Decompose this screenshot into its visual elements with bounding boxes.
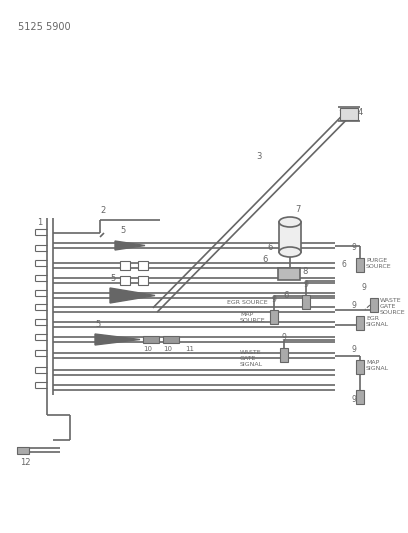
Bar <box>356 316 364 330</box>
Text: 9: 9 <box>351 395 356 404</box>
Text: 9: 9 <box>303 280 308 289</box>
Bar <box>280 348 288 362</box>
Polygon shape <box>115 241 145 250</box>
Text: MAP
SOURCE: MAP SOURCE <box>240 312 266 323</box>
Text: 2: 2 <box>100 206 105 215</box>
Bar <box>120 276 130 285</box>
Text: WASTE
GATE
SOURCE: WASTE GATE SOURCE <box>380 298 406 314</box>
Bar <box>340 108 358 120</box>
Text: 3: 3 <box>256 152 262 161</box>
Text: 5: 5 <box>110 274 115 283</box>
Text: 5125 5900: 5125 5900 <box>18 22 71 32</box>
Bar <box>356 258 364 272</box>
Text: 12: 12 <box>20 458 31 467</box>
Bar <box>17 447 29 454</box>
Text: EGR SOURCE: EGR SOURCE <box>227 300 268 305</box>
Text: PURGE
SOURCE: PURGE SOURCE <box>366 258 392 269</box>
Text: 9: 9 <box>351 301 356 310</box>
Bar <box>143 336 159 343</box>
Bar <box>279 222 301 252</box>
Text: 6: 6 <box>262 255 267 264</box>
Bar <box>138 261 148 270</box>
Text: 10: 10 <box>143 346 152 352</box>
Text: MAP
SIGNAL: MAP SIGNAL <box>366 360 389 371</box>
Text: 10: 10 <box>163 346 172 352</box>
Bar <box>138 276 148 285</box>
Ellipse shape <box>279 247 301 257</box>
Text: 6: 6 <box>267 244 273 253</box>
Bar <box>163 336 179 343</box>
Bar <box>370 298 378 312</box>
Bar <box>356 360 364 374</box>
Text: 9: 9 <box>281 333 286 342</box>
Polygon shape <box>110 288 155 303</box>
Bar <box>302 295 310 309</box>
Text: 5: 5 <box>95 320 100 329</box>
Text: 7: 7 <box>295 205 300 214</box>
Text: 6: 6 <box>342 260 347 269</box>
Bar <box>120 261 130 270</box>
Text: 9: 9 <box>351 243 356 252</box>
Text: 4: 4 <box>358 108 363 117</box>
Bar <box>356 390 364 404</box>
Text: 8: 8 <box>302 268 307 277</box>
Text: 9: 9 <box>362 283 367 292</box>
Bar <box>270 310 278 324</box>
Text: 9: 9 <box>351 345 356 354</box>
Text: WASTE
GATE
SIGNAL: WASTE GATE SIGNAL <box>240 350 263 367</box>
Text: 5: 5 <box>120 226 125 235</box>
Ellipse shape <box>279 217 301 227</box>
Bar <box>278 268 300 280</box>
Text: 6: 6 <box>283 292 288 301</box>
Text: EGR
SIGNAL: EGR SIGNAL <box>366 316 389 327</box>
Polygon shape <box>95 334 140 345</box>
Text: 11: 11 <box>185 346 194 352</box>
Text: 1: 1 <box>37 218 42 227</box>
Text: 9: 9 <box>271 295 276 304</box>
